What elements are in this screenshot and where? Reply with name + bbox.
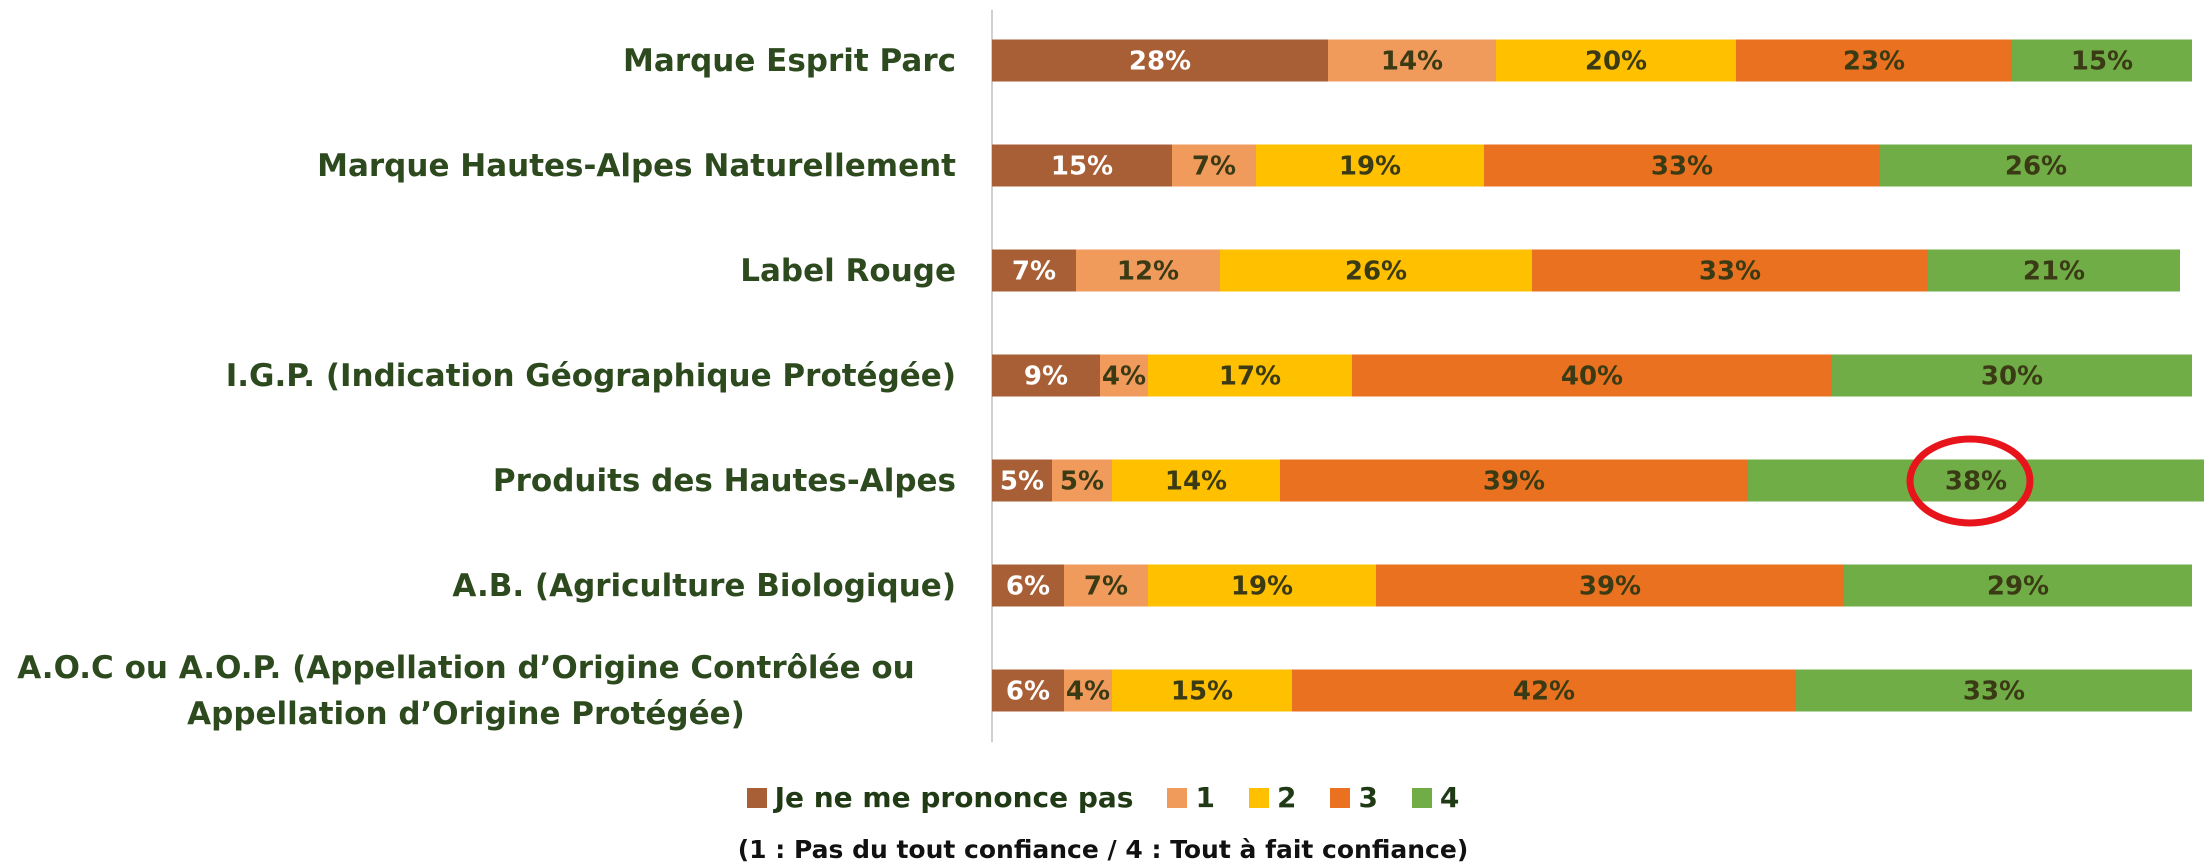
bar-segment — [992, 39, 1328, 82]
legend-item: 3 — [1330, 781, 1378, 814]
data-label: 19% — [1231, 572, 1293, 602]
category-label: Marque Hautes-Alpes Naturellement — [317, 147, 956, 184]
data-label: 14% — [1165, 467, 1227, 497]
bar-segment — [992, 564, 1064, 607]
legend-swatch — [1167, 787, 1188, 808]
bar-segment — [1148, 354, 1352, 397]
legend-item: 1 — [1167, 781, 1215, 814]
bar-segment — [992, 144, 1172, 187]
legend: Je ne me prononce pas 1 2 3 4 — [0, 781, 2206, 814]
bar-segment — [1496, 39, 1736, 82]
legend-item: 4 — [1411, 781, 1460, 814]
bar-segment — [992, 354, 1100, 397]
bar-segment — [1736, 39, 2012, 82]
data-label: 15% — [1171, 677, 1233, 707]
category-label: Produits des Hautes-Alpes — [492, 462, 956, 499]
category-label: A.B. (Agriculture Biologique) — [452, 567, 956, 604]
legend-item: Je ne me prononce pas — [746, 781, 1134, 814]
data-label: 12% — [1117, 257, 1179, 287]
bar-segment — [1172, 144, 1256, 187]
data-label: 33% — [1651, 152, 1713, 182]
data-label: 6% — [1006, 677, 1050, 707]
data-label: 15% — [2071, 47, 2133, 77]
bar-segment — [1148, 564, 1376, 607]
legend-label: Je ne me prononce pas — [774, 781, 1134, 814]
bar-segment — [1376, 564, 1844, 607]
data-label: 7% — [1084, 572, 1128, 602]
data-label: 19% — [1339, 152, 1401, 182]
bar-segment — [992, 669, 1064, 712]
bar-segment — [1352, 354, 1832, 397]
bar-segment — [1220, 249, 1532, 292]
bar-segment — [1064, 564, 1148, 607]
data-label: 4% — [1102, 362, 1146, 392]
legend-label: 4 — [1439, 781, 1460, 814]
data-label: 26% — [2005, 152, 2067, 182]
data-label: 6% — [1006, 572, 1050, 602]
bar-segment — [992, 459, 1052, 502]
legend-swatch — [1330, 787, 1351, 808]
data-label: 9% — [1024, 362, 1068, 392]
data-label: 29% — [1987, 572, 2049, 602]
bar-segment — [1256, 144, 1484, 187]
data-label: 14% — [1381, 47, 1443, 77]
data-label: 33% — [1963, 677, 2025, 707]
category-label: A.O.C ou A.O.P. (Appellation d’Origine C… — [17, 649, 915, 732]
legend-label: 1 — [1195, 781, 1215, 814]
legend-swatch — [1411, 787, 1432, 808]
legend-label: 2 — [1276, 781, 1297, 814]
bar-segment — [1880, 144, 2192, 187]
category-label: Label Rouge — [740, 252, 956, 289]
legend-swatch — [1248, 787, 1269, 808]
bar-segment — [1280, 459, 1748, 502]
data-label: 15% — [1051, 152, 1113, 182]
bar-segment — [1052, 459, 1112, 502]
footnote: (1 : Pas du tout confiance / 4 : Tout à … — [737, 835, 1469, 864]
legend-item: 2 — [1248, 781, 1297, 814]
data-label: 39% — [1579, 572, 1641, 602]
data-label: 33% — [1699, 257, 1761, 287]
bar-segment — [1796, 669, 2192, 712]
legend-swatch — [746, 787, 767, 808]
data-label: 38% — [1945, 467, 2007, 497]
bar-segment — [992, 249, 1076, 292]
data-label: 7% — [1012, 257, 1056, 287]
data-label: 17% — [1219, 362, 1281, 392]
bar-segment — [1112, 669, 1292, 712]
bar-segment — [2012, 39, 2192, 82]
data-label: 4% — [1066, 677, 1110, 707]
data-label: 20% — [1585, 47, 1647, 77]
data-label: 23% — [1843, 47, 1905, 77]
bar-segment — [1484, 144, 1880, 187]
data-label: 5% — [1060, 467, 1104, 497]
bar-segment — [1532, 249, 1928, 292]
data-label: 30% — [1981, 362, 2043, 392]
bar-segment — [1076, 249, 1220, 292]
bar-segment — [1328, 39, 1496, 82]
bar-segment — [1748, 459, 2204, 502]
data-label: 26% — [1345, 257, 1407, 287]
bar-segment — [1112, 459, 1280, 502]
bar-segment — [1832, 354, 2192, 397]
data-label: 40% — [1561, 362, 1623, 392]
bar-segment — [1100, 354, 1148, 397]
bar-segment — [1844, 564, 2192, 607]
data-label: 7% — [1192, 152, 1236, 182]
category-label: Marque Esprit Parc — [623, 42, 956, 79]
bar-segment — [1928, 249, 2180, 292]
data-label: 42% — [1513, 677, 1575, 707]
bar-segment — [1064, 669, 1112, 712]
data-label: 28% — [1129, 47, 1191, 77]
highlight-circle — [1906, 435, 2034, 527]
legend-label: 3 — [1358, 781, 1378, 814]
bar-segment — [1292, 669, 1796, 712]
data-label: 21% — [2023, 257, 2085, 287]
data-label: 39% — [1483, 467, 1545, 497]
category-label: I.G.P. (Indication Géographique Protégée… — [225, 357, 956, 394]
data-label: 5% — [1000, 467, 1044, 497]
